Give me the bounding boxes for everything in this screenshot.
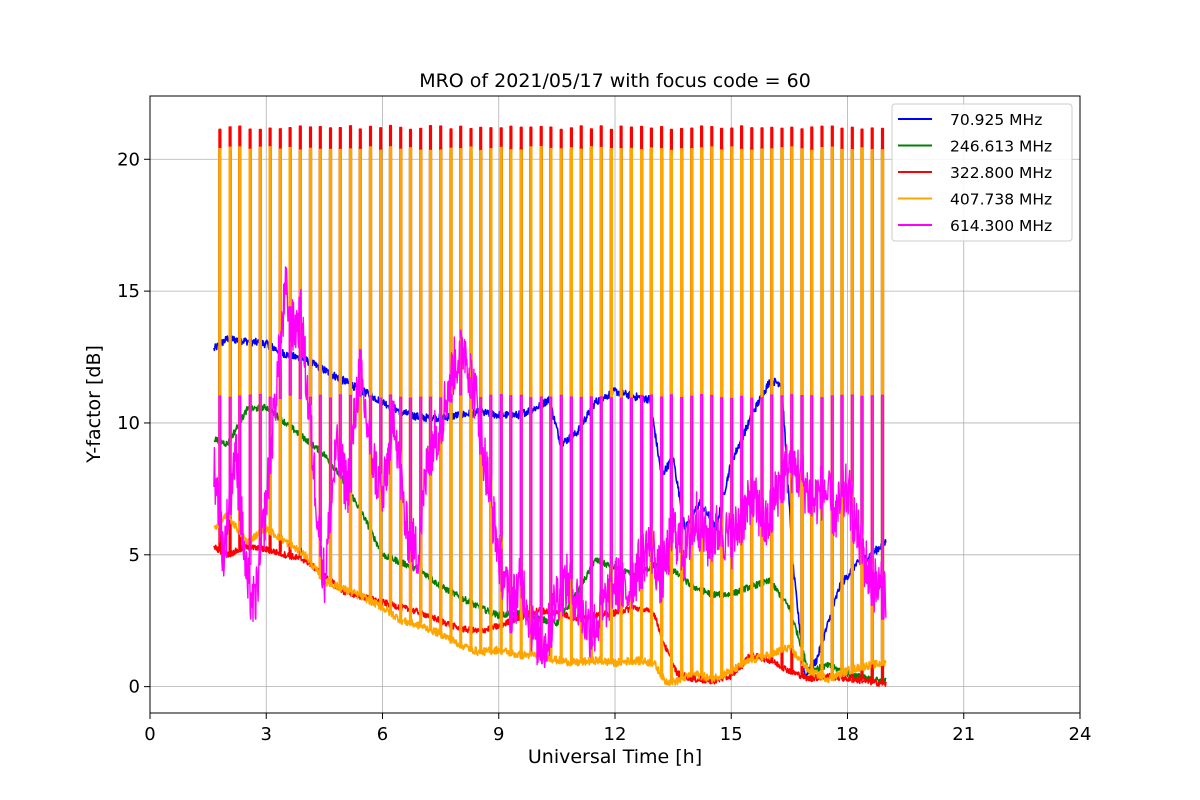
x-tick-label: 6	[377, 724, 388, 745]
y-axis-label: Y-factor [dB]	[83, 345, 105, 464]
x-tick-label: 18	[836, 724, 859, 745]
x-axis-label: Universal Time [h]	[528, 746, 702, 768]
series-line-3	[213, 146, 887, 687]
y-tick-label: 20	[117, 149, 140, 170]
y-axis: 0 5 10 15 20	[117, 149, 150, 698]
y-tick-label: 15	[117, 281, 140, 302]
x-tick-label: 9	[493, 724, 504, 745]
chart-title: MRO of 2021/05/17 with focus code = 60	[419, 70, 811, 92]
legend-label: 246.613 MHz	[950, 138, 1052, 156]
legend-label: 407.738 MHz	[950, 191, 1052, 209]
series-line-2	[213, 124, 887, 687]
series-line-4	[213, 266, 887, 669]
legend-label: 614.300 MHz	[950, 217, 1052, 235]
x-tick-label: 15	[720, 724, 743, 745]
legend: 70.925 MHz 246.613 MHz 322.800 MHz 407.738 …	[891, 103, 1073, 242]
x-tick-label: 21	[952, 724, 975, 745]
legend-label: 70.925 MHz	[950, 111, 1042, 129]
x-tick-label: 12	[604, 724, 627, 745]
x-tick-label: 3	[261, 724, 272, 745]
y-tick-label: 0	[129, 677, 140, 698]
y-tick-label: 10	[117, 413, 140, 434]
legend-label: 322.800 MHz	[950, 164, 1052, 182]
x-axis: 0 3 6 9 12 15 18 21 24	[144, 713, 1091, 745]
legend-box	[891, 103, 1073, 242]
series-layer	[213, 124, 887, 687]
x-tick-label: 24	[1069, 724, 1092, 745]
x-tick-label: 0	[144, 724, 155, 745]
y-tick-label: 5	[129, 545, 140, 566]
